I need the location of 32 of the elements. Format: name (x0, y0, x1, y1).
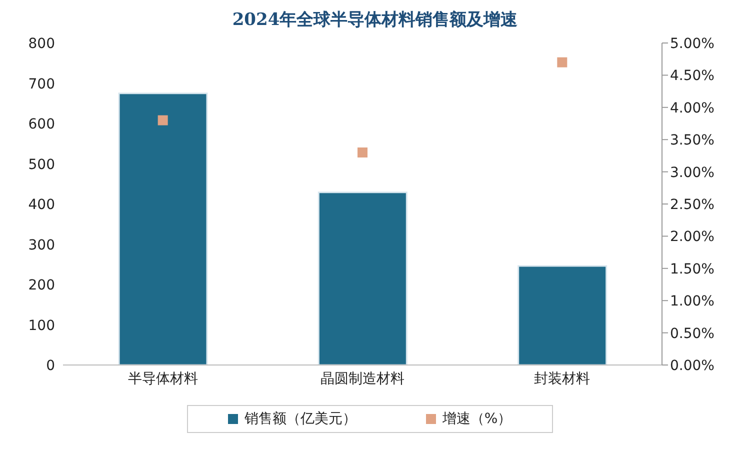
x-tick-label: 半导体材料 (128, 370, 198, 387)
x-tick-label: 封装材料 (534, 370, 590, 387)
y2-tick-label: 0.50% (670, 326, 714, 342)
chart-title: 2024年全球半导体材料销售额及增速 (231, 9, 519, 31)
bar (318, 192, 408, 365)
y2-tick-label: 3.50% (670, 132, 714, 149)
y-tick-label: 700 (28, 76, 55, 92)
y-tick-label: 200 (28, 278, 55, 294)
point (158, 115, 168, 126)
bar (118, 92, 208, 365)
y2-tick-label: 1.00% (670, 294, 714, 310)
y2-tick-label: 2.00% (670, 229, 714, 246)
point (557, 57, 568, 68)
y2-tick-label: 1.50% (670, 261, 714, 278)
y-tick-label: 100 (28, 318, 55, 334)
legend-label: 增速（%） (441, 410, 512, 428)
x-tick-label: 晶圆制造材料 (320, 370, 404, 387)
y-tick-label: 400 (28, 197, 55, 213)
y2-tick-label: 0.00% (670, 358, 714, 374)
legend-label: 销售额（亿美元） (243, 410, 356, 428)
point (358, 147, 368, 158)
bar (518, 265, 608, 365)
y2-tick-label: 2.50% (670, 196, 714, 213)
y-tick-label: 300 (28, 237, 55, 254)
y2-tick-label: 4.00% (670, 100, 714, 116)
y2-tick-label: 3.00% (670, 164, 714, 181)
y-tick-label: 0 (46, 358, 55, 374)
y-tick-label: 600 (28, 116, 55, 132)
y2-tick-label: 4.50% (670, 68, 714, 84)
y-tick-label: 800 (28, 36, 55, 52)
y2-tick-label: 5.00% (670, 36, 714, 52)
y-tick-label: 500 (28, 156, 55, 173)
